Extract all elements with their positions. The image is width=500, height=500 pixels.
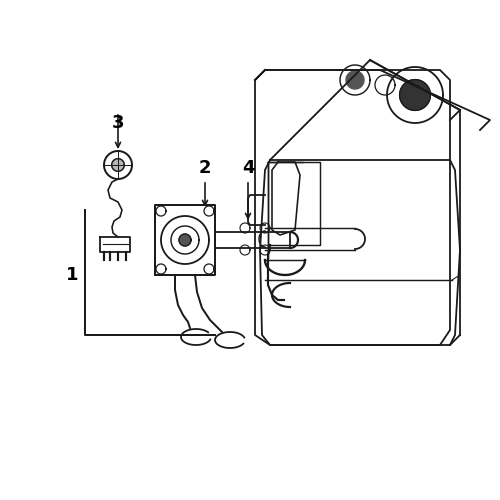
Polygon shape bbox=[112, 158, 124, 172]
Text: 3: 3 bbox=[112, 114, 124, 132]
Text: 1: 1 bbox=[66, 266, 78, 284]
Polygon shape bbox=[179, 234, 191, 246]
Polygon shape bbox=[346, 71, 364, 89]
Text: 4: 4 bbox=[242, 159, 254, 177]
Text: 2: 2 bbox=[199, 159, 211, 177]
Polygon shape bbox=[400, 80, 430, 110]
